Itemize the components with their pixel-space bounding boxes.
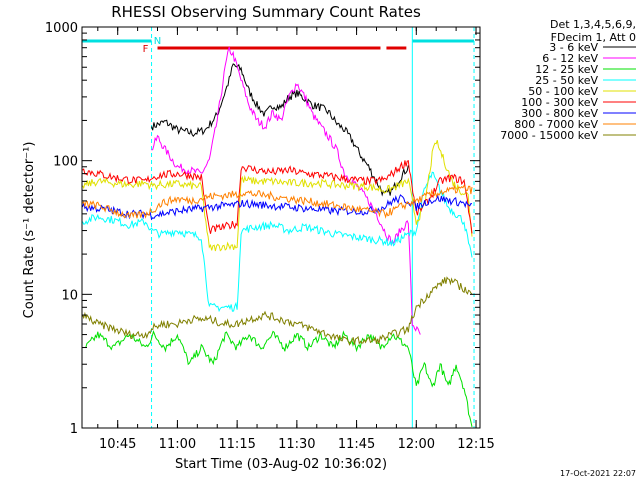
annotation-f: F xyxy=(143,44,149,55)
legend-label-3: 25 - 50 keV xyxy=(535,74,598,87)
timestamp: 17-Oct-2021 22:07 xyxy=(560,469,636,478)
plot-area: NF 10:45 11:00 11:15 11:30 11:45 12:00 12:15 1 10… xyxy=(45,21,495,452)
y-axis-label: Count Rate (s⁻¹ detector⁻¹) xyxy=(22,142,37,319)
series-line-5 xyxy=(82,159,473,234)
x-tick-label-1: 11:00 xyxy=(159,437,196,452)
y-tick-label-3: 1000 xyxy=(45,21,78,36)
series-line-3 xyxy=(82,171,473,313)
legend-label-8: 7000 - 15000 keV xyxy=(500,129,598,142)
x-tick-label-4: 11:45 xyxy=(338,437,375,452)
x-tick-label-3: 11:30 xyxy=(278,437,315,452)
y-tick-label-0: 1 xyxy=(70,422,78,437)
series-line-4 xyxy=(82,140,473,252)
series-line-8 xyxy=(82,276,473,346)
legend-label-2: 12 - 25 keV xyxy=(535,63,598,76)
x-tick-label-0: 10:45 xyxy=(99,437,136,452)
legend-label-6: 300 - 800 keV xyxy=(521,107,598,120)
legend: Det 1,3,4,5,6,9, FDecim 1, Att 0 3 - 6 k… xyxy=(500,18,636,142)
legend-header-2: FDecim 1, Att 0 xyxy=(551,31,636,44)
x-tick-label-2: 11:15 xyxy=(218,437,255,452)
y-tick-label-1: 10 xyxy=(61,288,78,303)
legend-header-1: Det 1,3,4,5,6,9, xyxy=(550,18,636,31)
legend-label-4: 50 - 100 keV xyxy=(528,85,598,98)
y-tick-label-2: 100 xyxy=(53,155,78,170)
legend-label-0: 3 - 6 keV xyxy=(549,41,598,54)
legend-label-1: 6 - 12 keV xyxy=(542,52,598,65)
plot-frame xyxy=(81,26,481,429)
series-line-0 xyxy=(151,63,409,197)
series-line-7 xyxy=(82,184,473,219)
x-tick-label-6: 12:15 xyxy=(457,437,494,452)
series-line-1 xyxy=(151,46,421,335)
legend-label-5: 100 - 300 keV xyxy=(521,96,598,109)
chart-title: RHESSI Observing Summary Count Rates xyxy=(111,3,421,21)
annotation-n: N xyxy=(154,36,161,47)
x-tick-label-5: 12:00 xyxy=(398,437,435,452)
legend-label-7: 800 - 7000 keV xyxy=(514,118,598,131)
series-line-2 xyxy=(85,330,473,428)
x-axis-label: Start Time (03-Aug-02 10:36:02) xyxy=(175,457,387,472)
